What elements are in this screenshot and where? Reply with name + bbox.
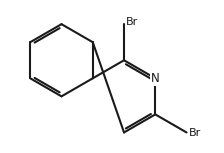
Text: N: N bbox=[151, 72, 160, 85]
Text: Br: Br bbox=[189, 128, 201, 138]
Text: Br: Br bbox=[126, 17, 138, 27]
